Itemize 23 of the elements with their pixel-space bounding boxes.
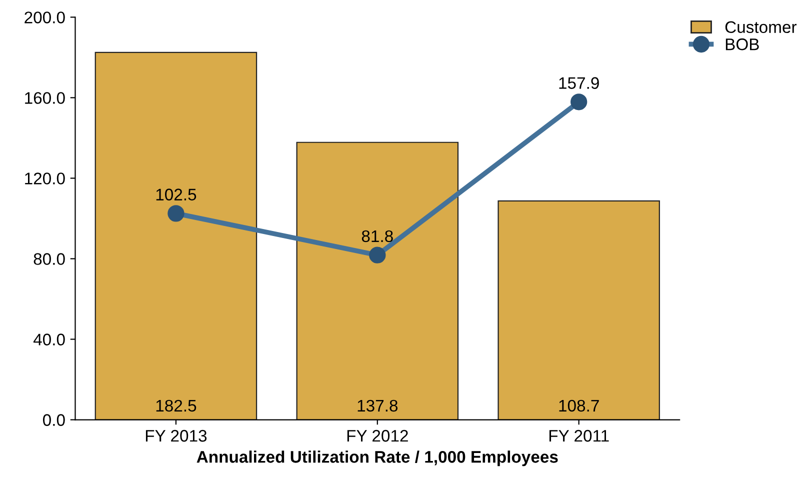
x-tick-label: FY 2011 xyxy=(549,430,609,442)
data-label: 137.8 xyxy=(358,400,398,412)
y-tick-label: 0.0 xyxy=(43,414,65,426)
legend-label: Customer xyxy=(725,21,797,34)
y-tick-label: 160.0 xyxy=(25,92,65,104)
point xyxy=(570,94,588,110)
y-tick-label: 200.0 xyxy=(24,12,65,24)
x-axis-title: Annualized Utilization Rate / 1,000 Employees xyxy=(196,450,558,466)
y-tick-label: 40.0 xyxy=(33,334,65,346)
y-tick-label: 80.0 xyxy=(34,253,65,265)
x-tick-label: FY 2012 xyxy=(347,430,408,442)
y-tick-label: 120.0 xyxy=(25,172,65,184)
bar xyxy=(498,200,660,420)
x-tick-label: FY 2013 xyxy=(146,430,207,442)
bar xyxy=(94,52,258,420)
data-label: 102.5 xyxy=(156,188,196,200)
data-label: 157.9 xyxy=(559,77,599,89)
data-label: 108.7 xyxy=(559,400,599,412)
data-label: 182.5 xyxy=(156,400,196,412)
data-label: 81.8 xyxy=(362,230,393,242)
point xyxy=(369,246,386,264)
legend-label: BOB xyxy=(726,38,759,50)
point xyxy=(168,205,184,222)
